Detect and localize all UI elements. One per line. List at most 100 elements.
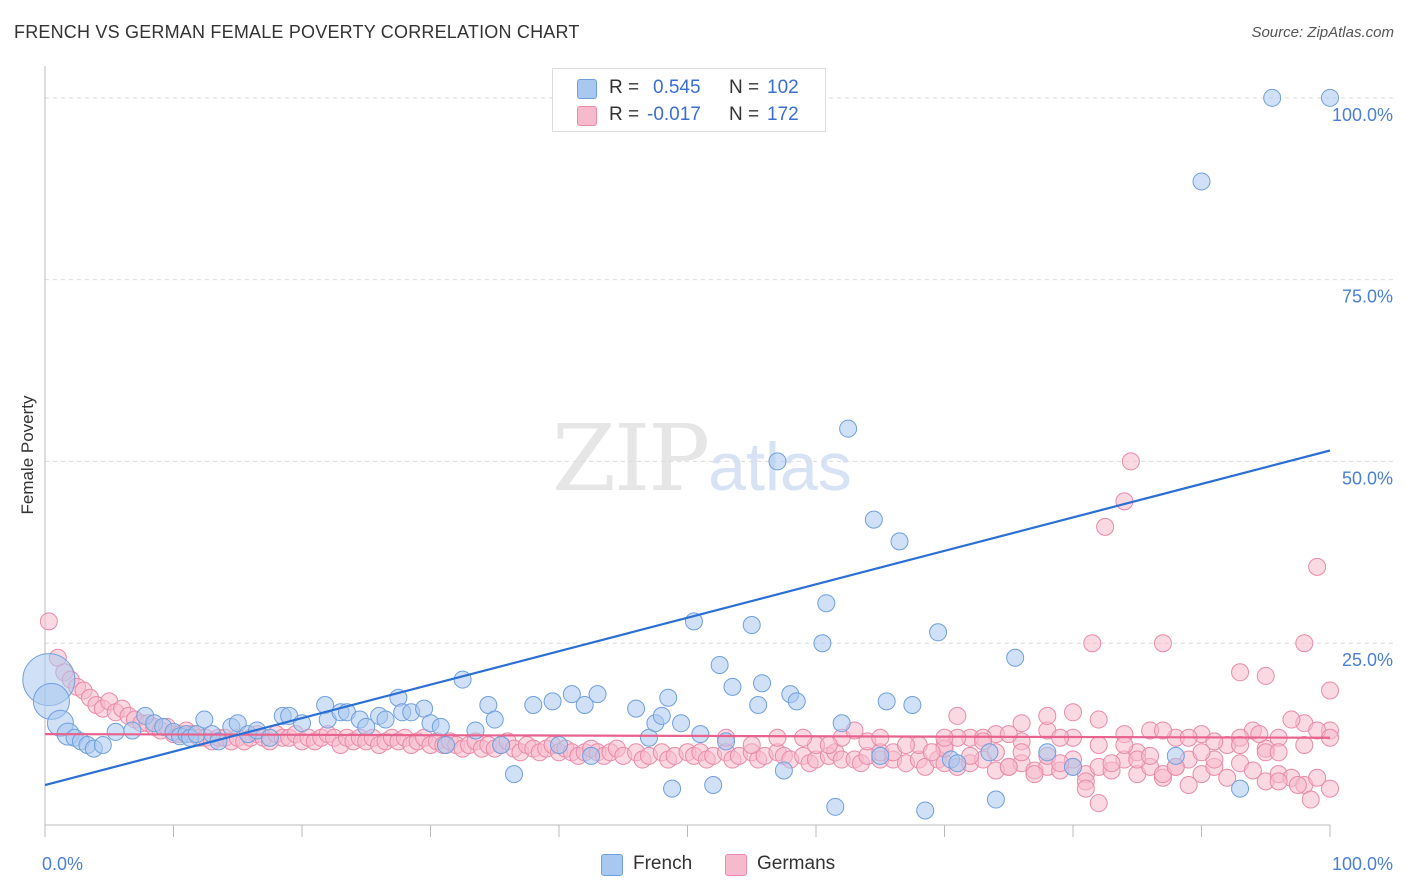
watermark-zip: ZIP xyxy=(552,405,710,512)
germans-point xyxy=(1153,634,1172,653)
french-point xyxy=(436,736,455,755)
germans-point xyxy=(39,612,58,631)
french-point xyxy=(817,594,836,613)
bottom-legend-swatch-french xyxy=(601,854,623,876)
chart-source: Source: ZipAtlas.com xyxy=(1251,24,1394,41)
french-point xyxy=(588,685,607,704)
legend-n-label: N = xyxy=(729,77,760,98)
legend-r-label: R = xyxy=(609,77,640,98)
french-point xyxy=(376,710,395,729)
french-point xyxy=(774,761,793,780)
germans-trend-line xyxy=(44,733,1331,739)
germans-point xyxy=(1089,710,1108,729)
germans-point xyxy=(1076,779,1095,798)
french-point xyxy=(742,616,761,635)
chart-title: FRENCH VS GERMAN FEMALE POVERTY CORRELAT… xyxy=(14,22,580,42)
french-point xyxy=(691,725,710,744)
germans-point xyxy=(1308,768,1327,787)
germans-point xyxy=(922,743,941,762)
legend-swatch-french xyxy=(577,79,597,99)
y-tick-label: 50.0% xyxy=(1342,468,1393,488)
germans-point xyxy=(1282,710,1301,729)
germans-point xyxy=(1083,634,1102,653)
french-point xyxy=(195,710,214,729)
legend-n-label: N = xyxy=(729,104,760,125)
french-point xyxy=(1263,88,1282,107)
germans-point xyxy=(1179,776,1198,795)
french-point xyxy=(492,736,511,755)
french-point xyxy=(659,688,678,707)
french-point xyxy=(524,696,543,715)
y-tick-label: 75.0% xyxy=(1342,287,1393,307)
germans-point xyxy=(1288,776,1307,795)
french-point xyxy=(787,692,806,711)
germans-point xyxy=(999,725,1018,744)
french-point xyxy=(877,692,896,711)
french-point xyxy=(260,728,279,747)
germans-point xyxy=(1025,765,1044,784)
french-point xyxy=(826,797,845,816)
germans-point xyxy=(819,736,838,755)
french-point xyxy=(627,699,646,718)
french-point xyxy=(832,714,851,733)
french-point xyxy=(864,510,883,529)
y-tick-label: 100.0% xyxy=(1332,105,1393,125)
french-point xyxy=(1064,757,1082,776)
germans-point xyxy=(1231,663,1250,682)
french-point xyxy=(1321,88,1339,107)
french-point xyxy=(980,743,999,762)
germans-point xyxy=(948,706,967,725)
germans-point xyxy=(1012,743,1031,762)
french-point xyxy=(1231,779,1250,798)
french-point xyxy=(1192,172,1211,191)
germans-point xyxy=(1102,754,1121,773)
germans-point xyxy=(1301,790,1320,809)
x-tick-label: 0.0% xyxy=(42,854,83,874)
germans-point xyxy=(1269,743,1288,762)
french-point xyxy=(582,746,601,765)
germans-point xyxy=(1121,452,1140,471)
watermark: ZIPatlas xyxy=(552,405,852,512)
french-point xyxy=(890,532,909,551)
germans-point xyxy=(1038,706,1057,725)
germans-point xyxy=(1153,721,1172,740)
french-point xyxy=(543,692,562,711)
germans-point xyxy=(896,736,915,755)
x-tick-label: 100.0% xyxy=(1332,854,1393,874)
french-point xyxy=(704,776,723,795)
french-point xyxy=(723,677,742,696)
germans-point xyxy=(1256,666,1275,685)
germans-point xyxy=(1192,743,1211,762)
french-trend-line xyxy=(44,449,1331,787)
legend-n-value: 172 xyxy=(767,104,799,125)
germans-point xyxy=(1141,746,1160,765)
legend: R = 0.545 N = 102 R = -0.017 N = 172 xyxy=(552,68,826,132)
french-point xyxy=(652,706,671,725)
french-point xyxy=(505,765,524,784)
germans-point xyxy=(1308,557,1327,576)
germans-point xyxy=(1321,779,1339,798)
french-point xyxy=(575,696,594,715)
bottom-legend-label-french: French xyxy=(633,853,693,874)
germans-point xyxy=(1115,736,1134,755)
legend-r-value: 0.545 xyxy=(653,77,701,98)
bottom-legend-swatch-germans xyxy=(725,854,747,876)
french-point xyxy=(813,634,832,653)
french-point xyxy=(749,696,768,715)
bottom-legend-label-germans: Germans xyxy=(757,853,836,874)
french-point xyxy=(431,717,450,736)
french-point xyxy=(485,710,504,729)
germans-point xyxy=(871,728,890,747)
french-point xyxy=(916,801,935,820)
germans-point xyxy=(1012,714,1031,733)
germans-point xyxy=(1295,634,1314,653)
french-point xyxy=(106,722,125,741)
germans-point xyxy=(1295,736,1314,755)
french-point xyxy=(903,696,922,715)
germans-point xyxy=(1089,794,1108,813)
germans-point xyxy=(1089,736,1108,755)
french-point xyxy=(1006,648,1025,667)
french-point xyxy=(672,714,691,733)
french-point xyxy=(839,419,858,438)
